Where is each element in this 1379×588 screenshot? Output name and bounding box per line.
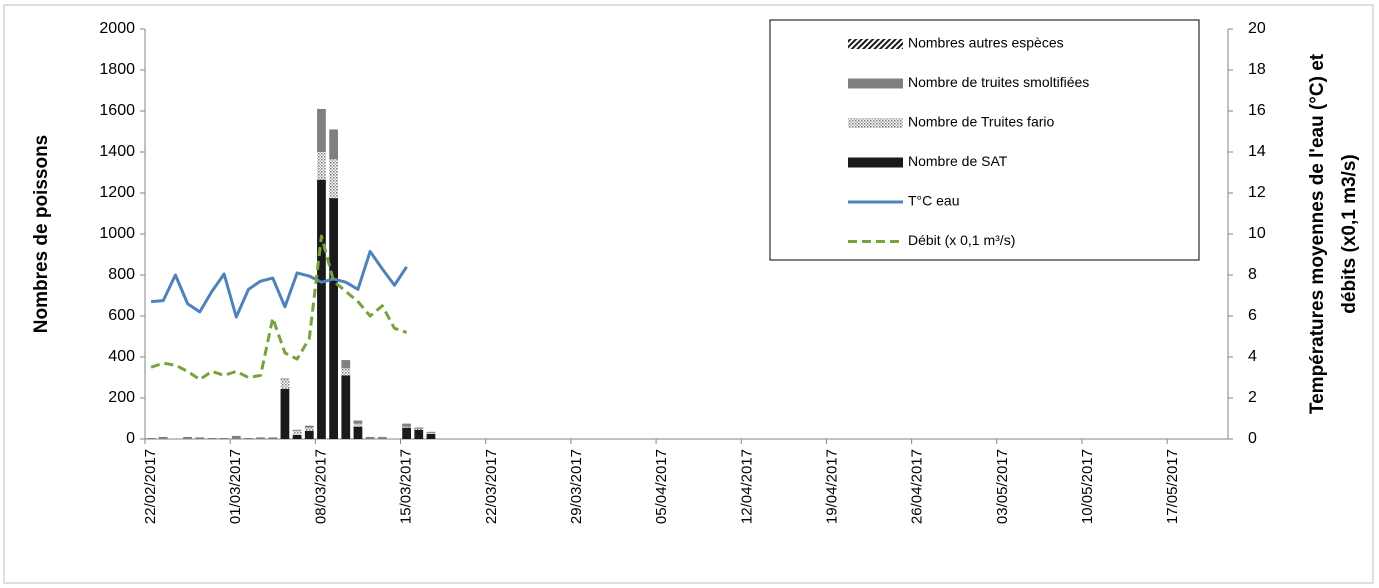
legend-label: Nombres autres espèces: [908, 35, 1064, 51]
bar-segment: [329, 198, 338, 439]
bar-segment: [414, 428, 424, 430]
bar-segment: [244, 437, 253, 439]
bar-segment: [268, 437, 278, 439]
line: [150, 249, 408, 319]
bar-segment: [146, 437, 156, 439]
bar-segment: [280, 388, 290, 439]
bar-segment: [292, 430, 302, 435]
x-tick-label: 05/04/2017: [653, 449, 670, 524]
x-tick-label: 22/03/2017: [483, 449, 500, 524]
y2-axis-title: débits (x0,1 m3/s): [1339, 154, 1360, 313]
y2-tick-label: 0: [1248, 430, 1257, 447]
bar-segment: [304, 427, 314, 431]
x-tick-label: 26/04/2017: [909, 449, 926, 524]
legend-box: [769, 19, 1200, 261]
y2-tick-label: 12: [1248, 184, 1266, 201]
bar-segment: [341, 375, 351, 439]
x-tick-label: 17/05/2017: [1164, 449, 1181, 524]
y2-tick-label: 8: [1248, 266, 1257, 283]
bar-segment: [426, 433, 436, 439]
y-tick-label: 1400: [99, 143, 135, 160]
bar-segment: [158, 436, 168, 439]
bar-segment: [317, 152, 326, 180]
x-tick-label: 08/03/2017: [312, 449, 329, 524]
legend-swatch: [848, 78, 903, 89]
y-tick-label: 400: [108, 348, 135, 365]
legend-label: T°C eau: [908, 193, 960, 209]
bar-segment: [304, 430, 314, 439]
y-tick-label: 1600: [99, 102, 135, 119]
x-tick-label: 29/03/2017: [568, 449, 585, 524]
y2-tick-label: 16: [1248, 102, 1266, 119]
y2-tick-label: 10: [1248, 225, 1266, 242]
y2-tick-label: 18: [1248, 61, 1266, 78]
legend-swatch: [848, 157, 903, 168]
bar-segment: [219, 437, 229, 439]
y-axis-title: Nombres de poissons: [31, 135, 52, 334]
bar-segment: [256, 437, 265, 439]
legend-swatch: [848, 118, 903, 128]
y2-tick-label: 4: [1248, 348, 1257, 365]
y-tick-label: 600: [108, 307, 135, 324]
bar-segment: [353, 423, 363, 427]
legend-label: Débit (x 0,1 m³/s): [908, 232, 1015, 248]
bar-segment: [353, 420, 363, 424]
legend-label: Nombre de SAT: [908, 153, 1008, 169]
x-tick-label: 22/02/2017: [142, 449, 159, 524]
legend-swatch: [848, 39, 903, 49]
bar-segment: [292, 434, 302, 439]
bar-segment: [329, 159, 338, 199]
y-tick-label: 200: [108, 389, 135, 406]
bar-segment: [317, 108, 326, 152]
y2-tick-label: 6: [1248, 307, 1257, 324]
y-tick-label: 1800: [99, 61, 135, 78]
bar-segment: [426, 431, 436, 433]
y-tick-label: 1000: [99, 225, 135, 242]
bar-segment: [402, 427, 412, 439]
bar-segment: [231, 435, 241, 439]
legend-label: Nombre de Truites fario: [908, 114, 1054, 130]
bar-segment: [280, 378, 290, 380]
bar-segment: [304, 425, 314, 428]
bar-segment: [426, 432, 436, 434]
x-tick-label: 15/03/2017: [398, 449, 415, 524]
bar-segment: [195, 437, 205, 439]
bar-segment: [341, 368, 351, 376]
bar-segment: [329, 129, 338, 160]
y-tick-label: 0: [126, 430, 135, 447]
line: [150, 234, 408, 382]
x-tick-label: 10/05/2017: [1079, 449, 1096, 524]
y2-tick-label: 20: [1248, 20, 1266, 37]
bar-segment: [280, 379, 290, 389]
bar-segment: [292, 429, 302, 431]
y2-tick-label: 14: [1248, 143, 1266, 160]
chart-frame: [3, 4, 1374, 584]
legend-label: Nombre de truites smoltifiées: [908, 74, 1089, 90]
bar-segment: [353, 426, 363, 439]
bar-segment: [414, 429, 424, 439]
bar-segment: [341, 360, 351, 369]
bar-segment: [402, 426, 412, 428]
y2-axis-title: Températures moyennes de l'eau (°C) et: [1307, 53, 1328, 414]
bar-segment: [414, 427, 424, 429]
bar-segment: [207, 437, 217, 439]
y-tick-label: 1200: [99, 184, 135, 201]
y2-tick-label: 2: [1248, 389, 1257, 406]
x-tick-label: 19/04/2017: [823, 449, 840, 524]
y-tick-label: 2000: [99, 20, 135, 37]
y-tick-label: 800: [108, 266, 135, 283]
bar-segment: [317, 179, 326, 440]
bar-segment: [183, 436, 192, 439]
x-tick-label: 01/03/2017: [227, 449, 244, 524]
bar-segment: [377, 436, 387, 439]
x-tick-label: 12/04/2017: [738, 449, 755, 524]
bar-segment: [402, 423, 412, 427]
bar-segment: [365, 436, 375, 439]
x-tick-label: 03/05/2017: [994, 449, 1011, 524]
